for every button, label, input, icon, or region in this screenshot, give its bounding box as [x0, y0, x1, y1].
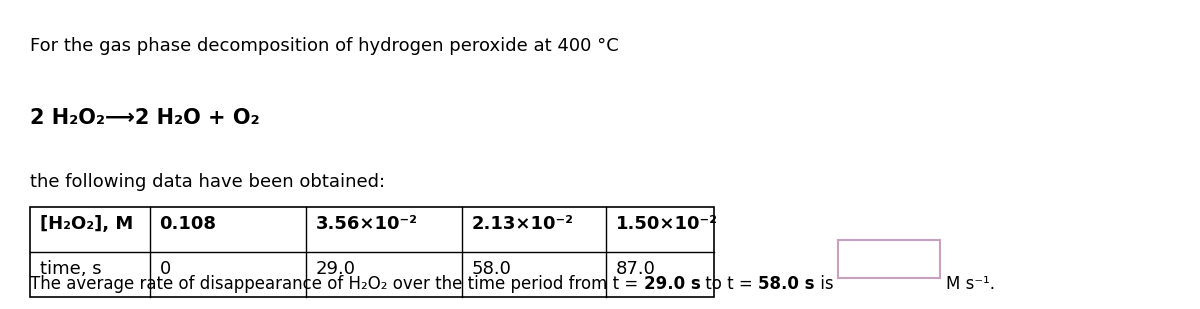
Text: 1.50×10⁻²: 1.50×10⁻² — [616, 215, 718, 233]
Text: 2 H₂O₂⟶2 H₂O + O₂: 2 H₂O₂⟶2 H₂O + O₂ — [30, 108, 259, 128]
Text: 3.56×10⁻²: 3.56×10⁻² — [316, 215, 418, 233]
Text: the following data have been obtained:: the following data have been obtained: — [30, 173, 385, 191]
Text: 58.0 s: 58.0 s — [758, 275, 815, 293]
Text: 2.13×10⁻²: 2.13×10⁻² — [472, 215, 574, 233]
Text: For the gas phase decomposition of hydrogen peroxide at 400 °C: For the gas phase decomposition of hydro… — [30, 37, 619, 55]
Bar — [30, 207, 714, 297]
Text: 0: 0 — [160, 260, 170, 277]
Text: to t =: to t = — [701, 275, 758, 293]
Text: 0.108: 0.108 — [160, 215, 217, 233]
Text: time, s: time, s — [40, 260, 101, 277]
Text: 29.0 s: 29.0 s — [643, 275, 701, 293]
Text: 58.0: 58.0 — [472, 260, 511, 277]
Text: 87.0: 87.0 — [616, 260, 655, 277]
Text: 29.0: 29.0 — [316, 260, 355, 277]
Text: M s⁻¹.: M s⁻¹. — [946, 275, 995, 293]
Bar — [838, 240, 940, 278]
Text: is: is — [815, 275, 833, 293]
Text: The average rate of disappearance of H₂O₂ over the time period from t =: The average rate of disappearance of H₂O… — [30, 275, 643, 293]
Text: [H₂O₂], M: [H₂O₂], M — [40, 215, 133, 233]
